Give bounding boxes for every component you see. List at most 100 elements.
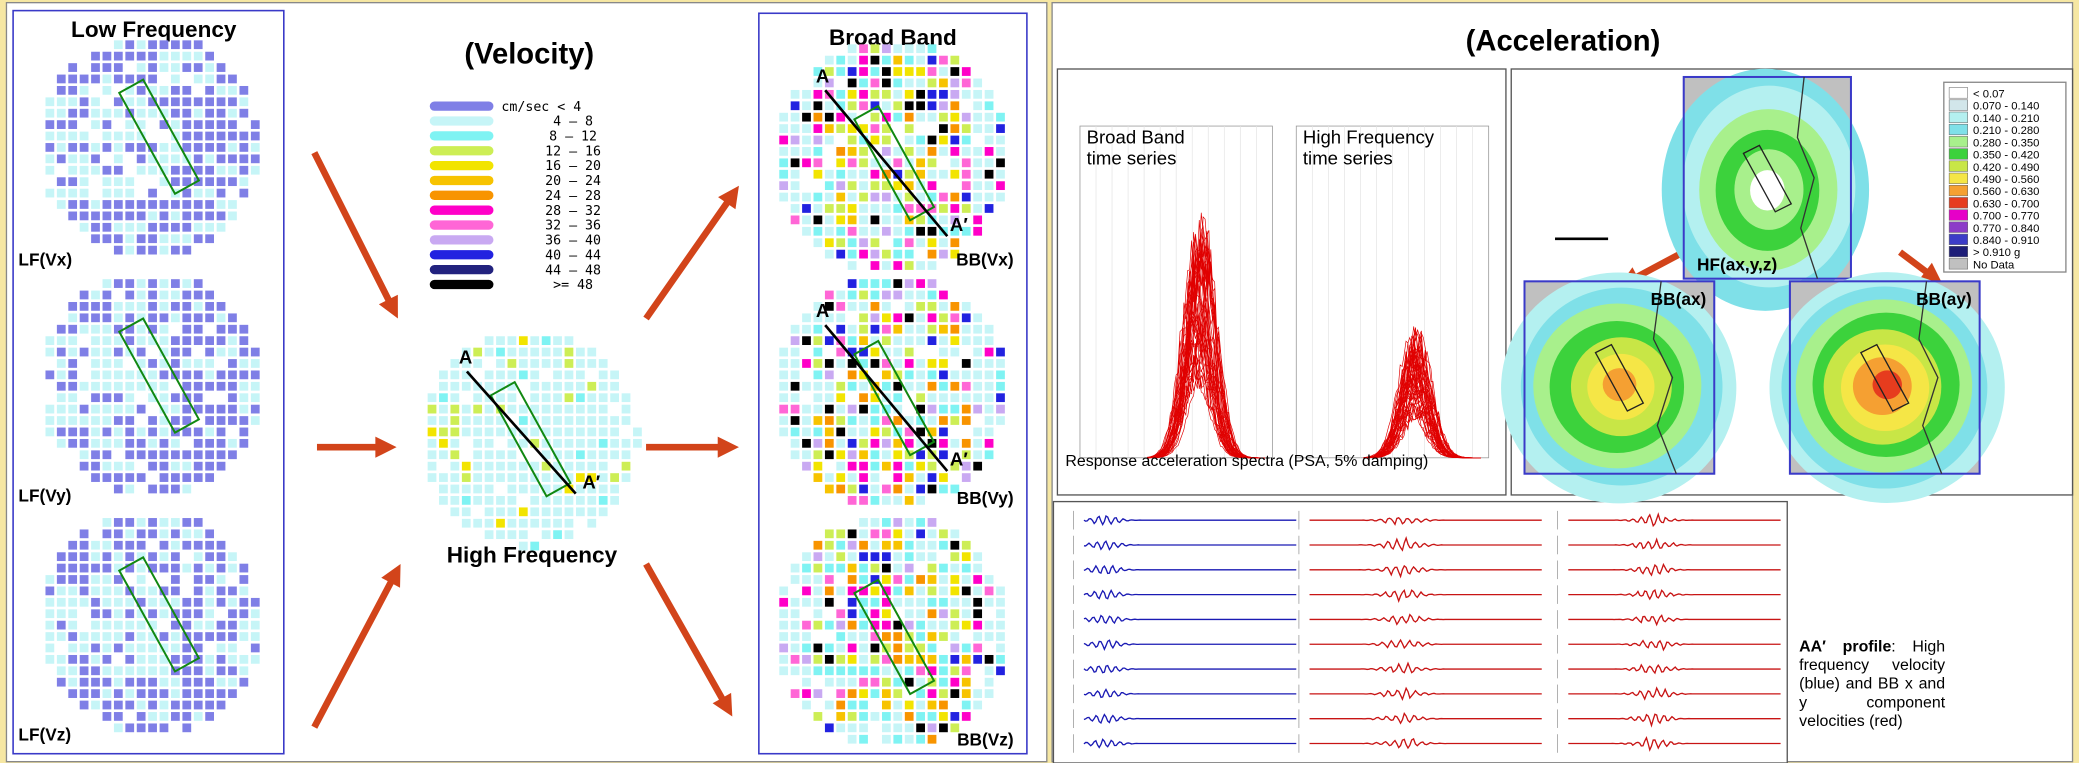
legend-swatch [1948, 172, 1968, 184]
map-cell [79, 177, 89, 187]
map-cell [518, 347, 528, 357]
map-cell [973, 215, 983, 225]
map-cell [113, 677, 123, 687]
map-cell [790, 666, 800, 676]
map-cell [824, 290, 834, 300]
map-label: HF(ax,y,z) [1697, 255, 1777, 275]
map-cell [802, 700, 811, 710]
map-cell [113, 336, 123, 346]
map-cell [847, 723, 857, 733]
map-cell [870, 181, 880, 191]
map-cell [973, 461, 983, 471]
map-cell [205, 473, 215, 482]
map-cell [171, 359, 180, 368]
map-cell [621, 393, 631, 403]
map-cell [205, 416, 215, 425]
velocity-map [779, 518, 1005, 744]
map-cell [859, 438, 868, 448]
map-cell [587, 427, 597, 437]
map-cell [790, 427, 800, 437]
map-label: BB(Vz) [957, 730, 1014, 750]
map-cell [205, 689, 215, 698]
map-cell [904, 654, 914, 664]
map-cell [68, 63, 78, 72]
map-cell [496, 336, 505, 346]
map-cell [973, 124, 983, 133]
map-cell [518, 473, 528, 482]
map-cell [598, 496, 608, 505]
map-cell [541, 427, 551, 437]
map-cell [824, 723, 834, 733]
map-cell [927, 563, 937, 573]
map-cell [836, 712, 846, 721]
map-cell [239, 677, 249, 687]
map-cell [205, 108, 215, 118]
map-cell [939, 192, 948, 202]
map-cell [893, 473, 903, 482]
map-cell [779, 169, 789, 179]
map-cell [171, 450, 180, 460]
map-cell [575, 438, 585, 448]
map-cell [564, 507, 574, 517]
map-cell [193, 200, 203, 209]
map-cell [961, 416, 971, 425]
map-cell [847, 597, 857, 607]
map-cell [881, 427, 891, 437]
map-cell [91, 438, 100, 448]
map-cell [859, 689, 868, 698]
map-cell [113, 279, 123, 288]
map-cell [182, 279, 192, 288]
map-cell [587, 473, 597, 482]
map-cell [916, 473, 925, 482]
map-cell [893, 55, 903, 65]
map-cell [870, 586, 880, 596]
map-cell [91, 324, 100, 334]
map-cell [541, 461, 551, 471]
map-cell [193, 154, 203, 164]
map-cell [939, 563, 948, 573]
map-cell [802, 135, 811, 145]
map-cell [182, 689, 192, 698]
map-cell [148, 290, 157, 300]
map-cell [125, 597, 135, 607]
map-cell [813, 359, 823, 368]
map-cell [973, 324, 983, 334]
map-cell [427, 450, 437, 460]
map-cell [950, 78, 960, 88]
map-cell [610, 496, 619, 505]
map-cell [148, 222, 157, 232]
map-cell [102, 131, 112, 141]
map-cell [496, 347, 505, 357]
map-cell [893, 249, 903, 259]
map-cell [496, 427, 505, 437]
map-cell [598, 404, 608, 414]
map-cell [91, 609, 100, 619]
map-cell [984, 632, 994, 641]
map-cell [984, 438, 994, 448]
map-cell [927, 135, 937, 145]
legend-swatch [429, 250, 494, 260]
map-cell [598, 473, 608, 482]
seismogram [1083, 639, 1297, 651]
map-cell [904, 347, 914, 357]
map-cell [881, 192, 891, 202]
map-cell [193, 74, 203, 84]
map-cell [961, 438, 971, 448]
map-cell [904, 238, 914, 248]
map-cell [916, 67, 925, 76]
map-cell [216, 575, 226, 584]
legend-label: 0.280 - 0.350 [1973, 137, 2039, 149]
map-cell [125, 324, 135, 334]
map-cell [439, 496, 448, 505]
map-cell [239, 575, 249, 584]
map-cell [171, 563, 180, 573]
profile-line [465, 370, 577, 495]
map-cell [813, 135, 823, 145]
map-cell [91, 416, 100, 425]
map-cell [779, 609, 789, 619]
map-cell [79, 461, 89, 471]
map-cell [836, 204, 846, 213]
map-cell [193, 700, 203, 710]
map-cell [939, 135, 948, 145]
map-cell [68, 120, 78, 129]
